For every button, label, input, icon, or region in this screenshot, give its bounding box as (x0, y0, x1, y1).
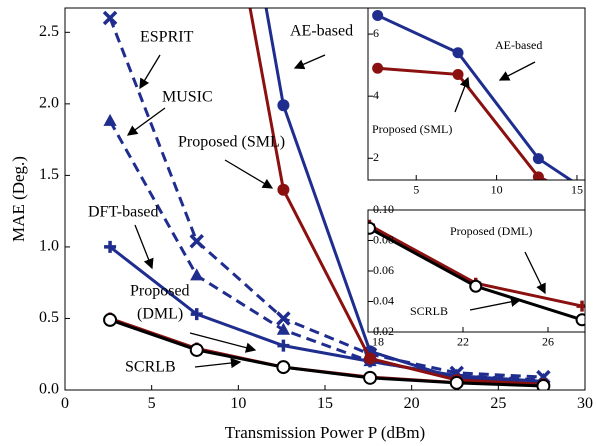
marker (276, 311, 291, 326)
x-tick-label: 30 (577, 395, 593, 412)
inset-background (368, 8, 585, 180)
marker (276, 360, 291, 375)
annotation: Proposed (SML) (372, 122, 452, 136)
series-line (248, 8, 544, 386)
x-tick-label: 22 (457, 335, 469, 349)
marker (452, 47, 464, 59)
marker (104, 240, 117, 253)
y-tick-label: 0.08 (373, 232, 394, 246)
y-tick-label: 2 (373, 150, 379, 164)
annotation-arrow (469, 296, 522, 311)
annotation: Proposed (DML) (450, 224, 532, 238)
axes-frame (367, 7, 586, 181)
y-axis-label: MAE (Deg.) (9, 156, 28, 242)
y-tick-label: 6 (373, 26, 379, 40)
marker (189, 233, 204, 249)
main-plot: 0 5 10 15 20 25 300.00.51.01.52.02.5Transmissi… (9, 7, 593, 442)
annotation: MUSIC (162, 89, 213, 106)
annotation: AE-based (290, 23, 353, 40)
marker (449, 375, 464, 390)
annotation-arrow (293, 54, 326, 70)
y-tick-label: 0.04 (373, 293, 394, 307)
marker (364, 352, 377, 365)
annotation-arrow (189, 332, 257, 353)
y-tick-label: 0.02 (373, 324, 394, 338)
marker (532, 171, 544, 180)
y-tick-label: 2.5 (39, 23, 59, 40)
marker (277, 183, 290, 196)
annotation: Proposed (130, 283, 190, 300)
inset: 5 10 15 2 4 6 AE-based Proposed (SML) (367, 7, 586, 197)
y-tick-label: 1.0 (39, 238, 59, 255)
marker (469, 279, 483, 293)
marker (372, 62, 384, 74)
annotation-arrow (126, 107, 166, 136)
x-tick-label: 0 (61, 395, 69, 412)
series-line (377, 14, 574, 180)
annotation: ESPRIT (140, 29, 194, 46)
y-tick-label: 0.0 (39, 381, 59, 398)
x-tick-label: 10 (230, 395, 246, 412)
marker (363, 370, 378, 385)
y-tick-label: 4 (373, 88, 379, 102)
marker (277, 339, 290, 352)
annotation-arrow (134, 224, 154, 270)
plot-area (372, 9, 574, 180)
x-tick-label: 26 (542, 335, 554, 349)
x-tick-label: 20 (404, 395, 420, 412)
series-line (109, 318, 544, 388)
x-tick-label: 15 (317, 395, 333, 412)
annotation-arrow (194, 357, 242, 369)
x-tick-label: 15 (571, 183, 583, 197)
annotation: SCRLB (125, 359, 176, 376)
annotation: (DML) (137, 306, 183, 323)
annotation-arrow (224, 159, 274, 189)
x-tick-label: 10 (491, 183, 503, 197)
marker (277, 99, 290, 112)
y-tick-label: 0.06 (373, 263, 394, 277)
marker (190, 308, 203, 321)
marker (536, 378, 551, 390)
series-line (108, 17, 544, 379)
marker (190, 268, 204, 281)
series-line (109, 245, 544, 383)
annotation-arrow (498, 61, 536, 81)
annotation-arrow (139, 54, 161, 90)
x-tick-label: 25 (490, 395, 506, 412)
marker (102, 10, 118, 26)
x-axis-label: Transmission Power P (dBm) (225, 423, 425, 442)
x-tick-label: 5 (148, 395, 156, 412)
marker (103, 312, 118, 327)
marker (189, 342, 204, 357)
y-tick-label: 1.5 (39, 166, 59, 183)
marker (576, 300, 585, 312)
marker (368, 221, 376, 235)
series-line (377, 66, 549, 180)
inset-background (368, 210, 585, 332)
annotation: AE-based (495, 38, 542, 52)
inset: 18 22 26 0.02 0.04 0.06 0.08 0.10 Proposed (DML)… (367, 202, 586, 349)
marker (452, 68, 464, 80)
annotation-arrow (454, 76, 470, 113)
annotation: SCRLB (410, 304, 448, 318)
y-tick-label: 0.10 (373, 202, 394, 216)
x-tick-label: 5 (413, 183, 419, 197)
y-tick-label: 0.5 (39, 309, 59, 326)
plot-area (102, 8, 551, 390)
annotation: Proposed (SML) (178, 134, 285, 151)
annotation: DFT-based (88, 204, 159, 221)
plot-area (368, 219, 585, 327)
marker (276, 322, 290, 335)
marker (532, 153, 544, 165)
marker (103, 113, 117, 126)
marker (575, 313, 585, 327)
y-tick-label: 2.0 (39, 95, 59, 112)
annotation-arrow (524, 251, 546, 295)
x-tick-label: 18 (372, 335, 384, 349)
marker (372, 9, 384, 21)
